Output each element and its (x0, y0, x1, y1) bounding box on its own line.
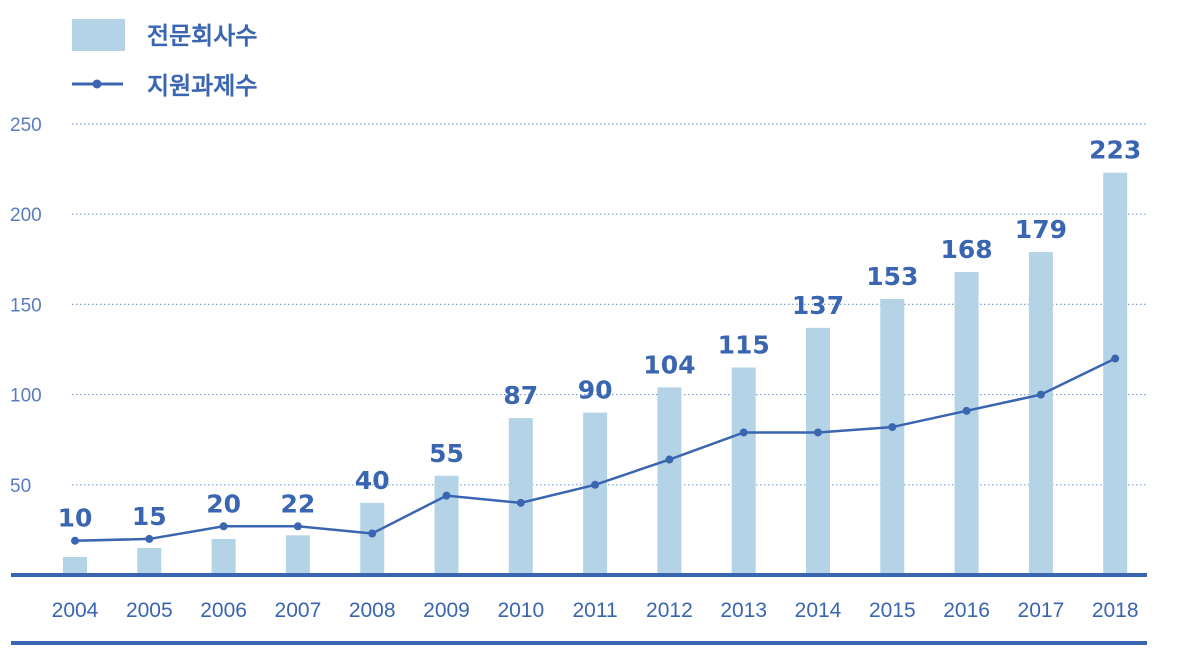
legend-line-label: 지원과제수 (147, 72, 257, 100)
data-label: 168 (941, 235, 993, 264)
x-tick-label: 2011 (573, 599, 618, 622)
x-tick-label: 2017 (1018, 599, 1065, 622)
bars (63, 172, 1128, 576)
y-tick-label: 150 (10, 295, 42, 316)
bar (360, 502, 385, 575)
data-label: 179 (1015, 215, 1067, 244)
x-tick-label: 2007 (275, 599, 322, 622)
data-label: 10 (58, 504, 93, 533)
y-tick-label: 100 (10, 386, 42, 407)
x-tick-label: 2008 (349, 599, 396, 622)
bar (63, 556, 87, 575)
line-point (1111, 354, 1120, 363)
bar (1103, 172, 1128, 575)
x-tick-label: 2014 (795, 599, 842, 622)
line-point (1036, 390, 1045, 399)
y-tick-label: 50 (10, 476, 31, 497)
legend-bar-swatch (72, 19, 125, 51)
data-label: 137 (792, 291, 844, 320)
line-point (442, 491, 451, 500)
x-tick-label: 2010 (497, 599, 544, 622)
data-labels: 10 15 20 22 40 55 87 90 104 115 137 153 168 179 223 (58, 136, 1142, 533)
data-label: 104 (643, 350, 695, 379)
data-label: 115 (718, 331, 770, 360)
bar (211, 538, 236, 575)
line-point (962, 406, 971, 415)
bar (137, 547, 162, 575)
line-point (888, 423, 897, 432)
line-point (739, 428, 748, 437)
x-tick-label: 2005 (126, 599, 173, 622)
y-tick-label: 200 (10, 205, 42, 226)
x-tick-label: 2018 (1092, 599, 1139, 622)
bar (583, 412, 608, 575)
line-point (516, 498, 525, 507)
x-tick-label: 2009 (423, 599, 470, 622)
data-label: 55 (429, 439, 464, 468)
line-point (71, 536, 79, 545)
x-axis-ticks: 2004 2005 2006 2007 2008 2009 2010 2011 2012 2013… (52, 599, 1139, 622)
data-label: 15 (132, 502, 167, 531)
y-axis-ticks: 50 100 150 200 250 (10, 115, 42, 497)
x-tick-label: 2016 (943, 599, 990, 622)
data-label: 223 (1089, 136, 1141, 165)
line-point (814, 428, 822, 437)
line-series (71, 354, 1120, 545)
data-label: 20 (206, 489, 241, 518)
data-label: 22 (281, 489, 316, 518)
x-tick-label: 2012 (646, 599, 693, 622)
line-point (145, 534, 154, 543)
data-label: 87 (503, 381, 538, 410)
line-point (665, 455, 674, 464)
line-point (368, 529, 377, 538)
legend-bar-label: 전문회사수 (147, 22, 257, 50)
bar (806, 327, 830, 575)
legend-line-marker (92, 79, 102, 89)
bar (731, 367, 756, 575)
bar (1028, 252, 1053, 576)
bar (657, 387, 682, 575)
data-label: 153 (866, 262, 918, 291)
x-tick-label: 2013 (720, 599, 767, 622)
line-point (591, 480, 600, 489)
x-tick-label: 2015 (869, 599, 916, 622)
bar (880, 298, 905, 575)
bar (285, 535, 310, 575)
x-tick-label: 2004 (52, 599, 99, 622)
line-point (219, 522, 228, 531)
bar (434, 475, 459, 575)
gridlines (72, 123, 1147, 486)
data-label: 90 (578, 376, 613, 405)
y-tick-label: 250 (10, 115, 42, 136)
legend: 전문회사수 지원과제수 (72, 19, 257, 100)
line-point (293, 522, 302, 531)
bar (508, 418, 533, 575)
x-tick-label: 2006 (200, 599, 247, 622)
data-label: 40 (355, 466, 390, 495)
bar (954, 271, 979, 575)
